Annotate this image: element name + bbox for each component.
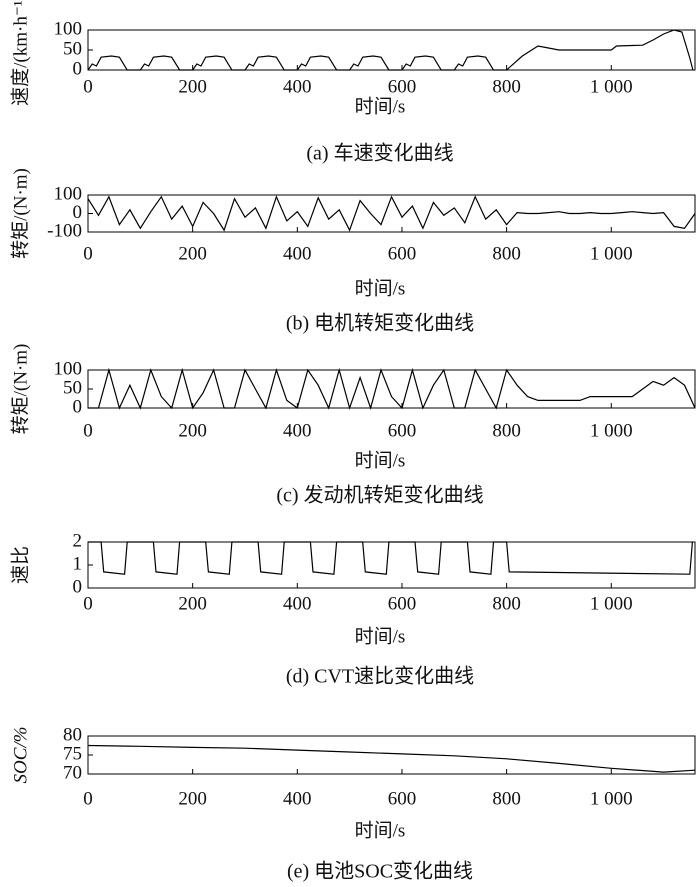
x-axis-label: 时间/s	[355, 277, 406, 299]
x-tick-label: 0	[83, 243, 93, 264]
x-tick-label: 1 000	[590, 420, 633, 441]
x-tick-label: 800	[492, 243, 521, 264]
x-tick-label: 1 000	[590, 76, 633, 97]
y-axis-label: 速比	[9, 546, 31, 584]
x-tick-label: 400	[283, 593, 312, 614]
y-tick-label: -100	[47, 220, 82, 241]
y-tick-label: 80	[63, 724, 82, 745]
y-tick-label: 70	[63, 762, 82, 783]
caption: (c) 发动机转矩变化曲线	[276, 484, 483, 507]
y-tick-label: 75	[63, 743, 82, 764]
y-tick-label: 0	[73, 202, 83, 223]
y-tick-label: 50	[63, 377, 82, 398]
x-axis-label: 时间/s	[355, 625, 406, 647]
x-tick-label: 0	[83, 593, 93, 614]
y-tick-label: 0	[73, 576, 83, 597]
y-tick-label: 0	[73, 58, 83, 79]
x-tick-label: 200	[178, 420, 207, 441]
x-tick-label: 800	[492, 788, 521, 809]
data-line	[87, 29, 694, 71]
x-tick-label: 200	[178, 76, 207, 97]
x-tick-label: 600	[388, 788, 417, 809]
x-axis-label: 时间/s	[355, 449, 406, 471]
x-tick-label: 800	[492, 420, 521, 441]
x-tick-label: 800	[492, 593, 521, 614]
x-tick-label: 600	[388, 243, 417, 264]
x-tick-label: 600	[388, 593, 417, 614]
x-tick-label: 400	[283, 788, 312, 809]
x-tick-label: 200	[178, 593, 207, 614]
x-tick-label: 0	[83, 788, 93, 809]
x-tick-label: 1 000	[590, 593, 633, 614]
data-line	[88, 541, 693, 575]
x-tick-label: 1 000	[590, 788, 633, 809]
y-tick-label: 100	[54, 18, 83, 39]
y-tick-label: 0	[73, 396, 83, 417]
x-tick-label: 0	[83, 76, 93, 97]
x-tick-label: 200	[178, 788, 207, 809]
y-axis-label: 转矩/(N·m)	[9, 344, 31, 435]
y-tick-label: 100	[54, 183, 83, 204]
x-tick-label: 200	[178, 243, 207, 264]
x-tick-label: 400	[283, 420, 312, 441]
caption: (b) 电机转矩变化曲线	[286, 312, 474, 335]
x-tick-label: 400	[283, 243, 312, 264]
y-tick-label: 2	[73, 530, 83, 551]
x-axis-label: 时间/s	[355, 95, 406, 117]
plot-frame	[87, 735, 696, 775]
caption: (a) 车速变化曲线	[306, 142, 453, 165]
y-axis-label: SOC/%	[10, 727, 31, 784]
caption: (d) CVT速比变化曲线	[286, 665, 474, 688]
data-line	[88, 367, 696, 411]
data-line	[87, 744, 696, 773]
data-line	[87, 195, 696, 232]
y-tick-label: 1	[73, 553, 83, 574]
caption: (e) 电池SOC变化曲线	[287, 860, 473, 883]
x-tick-label: 600	[388, 76, 417, 97]
y-tick-label: 100	[54, 358, 83, 379]
x-tick-label: 0	[83, 420, 93, 441]
x-tick-label: 400	[283, 76, 312, 97]
plot-frame	[87, 369, 696, 409]
y-tick-label: 50	[63, 38, 82, 59]
x-tick-label: 1 000	[590, 243, 633, 264]
x-tick-label: 800	[492, 76, 521, 97]
y-axis-label: 速度/(km·h⁻¹)	[9, 0, 31, 106]
x-axis-label: 时间/s	[355, 819, 406, 841]
x-tick-label: 600	[388, 420, 417, 441]
y-axis-label: 转矩/(N·m)	[9, 168, 31, 259]
